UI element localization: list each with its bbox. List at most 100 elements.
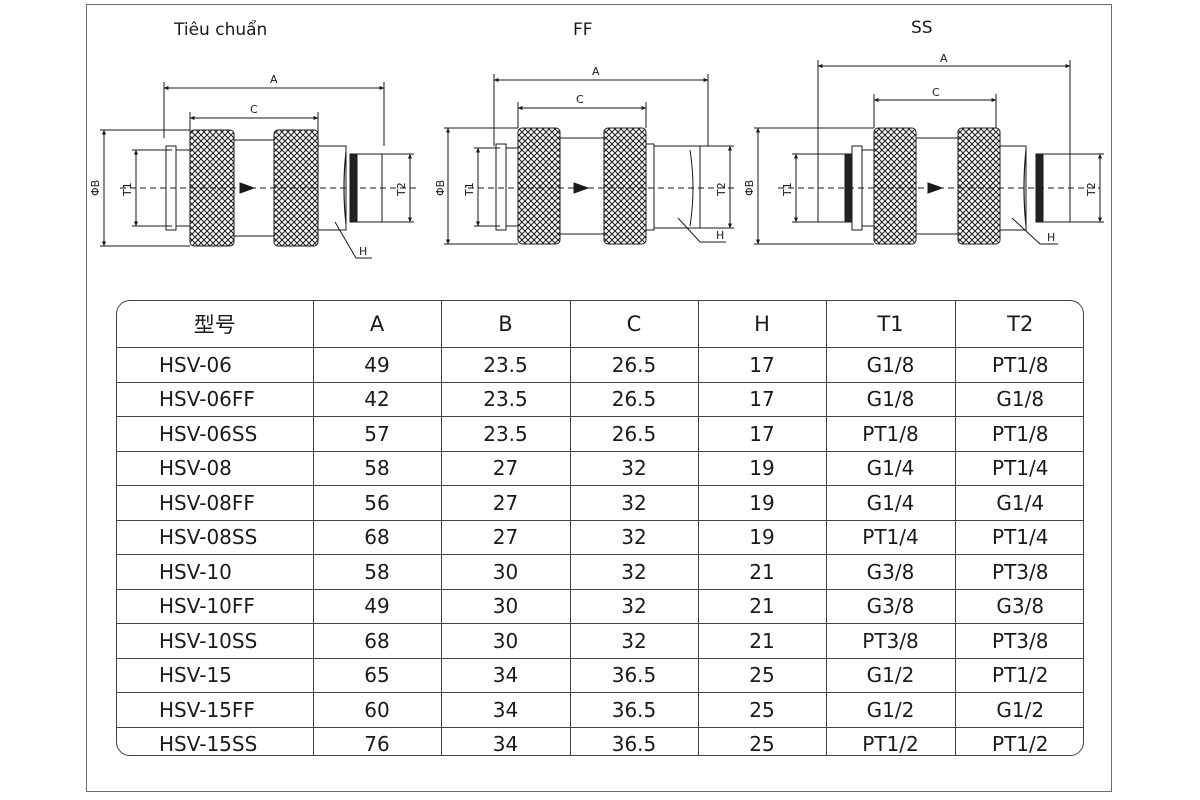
table-row: HSV-15 65 34 36.5 25 G1/2 PT1/2: [117, 657, 1083, 693]
table-header-row: 型号 A B C H T1 T2: [117, 301, 1083, 348]
cell-h: 17: [697, 416, 827, 452]
cell-model: HSV-06FF: [117, 381, 314, 417]
cell-t1: G1/2: [825, 657, 956, 693]
header-t2: T2: [954, 301, 1083, 348]
cell-h: 17: [697, 381, 827, 417]
cell-t1: G1/2: [825, 692, 956, 728]
dim-label-b-ss: ΦB: [743, 180, 756, 196]
cell-a: 42: [312, 381, 442, 417]
cell-b: 30: [440, 623, 571, 659]
cell-t2: PT1/2: [954, 657, 1083, 693]
cell-a: 57: [312, 416, 442, 452]
cell-b: 27: [440, 485, 571, 521]
dim-label-a-ff: A: [592, 65, 600, 78]
cell-a: 58: [312, 554, 442, 590]
cell-b: 27: [440, 450, 571, 486]
cell-a: 65: [312, 657, 442, 693]
cell-c: 32: [569, 485, 699, 521]
header-h: H: [697, 301, 827, 348]
variant-title-ff: FF: [573, 20, 593, 40]
cell-t1: PT1/8: [825, 416, 956, 452]
cell-h: 25: [697, 657, 827, 693]
cell-a: 58: [312, 450, 442, 486]
cell-h: 21: [697, 588, 827, 624]
cell-model: HSV-08: [117, 450, 314, 486]
cell-c: 36.5: [569, 657, 699, 693]
cell-b: 30: [440, 588, 571, 624]
dim-label-c-ss: C: [932, 86, 940, 99]
cell-t1: G3/8: [825, 554, 956, 590]
dim-label-c-ff: C: [576, 93, 584, 106]
cell-c: 32: [569, 623, 699, 659]
table-row: HSV-10 58 30 32 21 G3/8 PT3/8: [117, 554, 1083, 590]
cell-model: HSV-06SS: [117, 416, 314, 452]
cell-b: 23.5: [440, 416, 571, 452]
header-c: C: [569, 301, 699, 348]
dim-label-t2-ff: T2: [715, 182, 728, 197]
cell-model: HSV-10: [117, 554, 314, 590]
dim-label-t2: T2: [395, 182, 408, 197]
cell-c: 36.5: [569, 726, 699, 755]
dim-label-h-ff: H: [716, 229, 724, 242]
diagram-ss: [754, 60, 1104, 245]
valve-diagrams: A C ΦB T1 T2 H A C ΦB T1 T2 H: [89, 52, 1104, 259]
cell-b: 30: [440, 554, 571, 590]
cell-b: 34: [440, 692, 571, 728]
variant-title-standard: Tiêu chuẩn: [174, 20, 268, 40]
dim-label-t1-ss: T1: [781, 182, 794, 197]
dim-label-c: C: [250, 103, 258, 116]
cell-t2: G1/2: [954, 692, 1083, 728]
spec-table: 型号 A B C H T1 T2 HSV-06 49 23.5 26.5 17 G1/8 PT1/8 HS…: [116, 300, 1084, 756]
cell-c: 32: [569, 450, 699, 486]
dim-label-h: H: [359, 245, 367, 258]
cell-c: 32: [569, 554, 699, 590]
cell-t2: PT1/2: [954, 726, 1083, 755]
cell-b: 34: [440, 726, 571, 755]
cell-t1: G1/8: [825, 347, 956, 383]
dim-label-b: ΦB: [89, 180, 102, 196]
cell-model: HSV-15FF: [117, 692, 314, 728]
cell-c: 32: [569, 588, 699, 624]
cell-model: HSV-06: [117, 347, 314, 383]
cell-t1: G3/8: [825, 588, 956, 624]
table-row: HSV-08FF 56 27 32 19 G1/4 G1/4: [117, 485, 1083, 521]
table-row: HSV-08 58 27 32 19 G1/4 PT1/4: [117, 450, 1083, 486]
diagram-standard: [100, 82, 420, 259]
cell-b: 23.5: [440, 381, 571, 417]
variant-title-ss: SS: [911, 18, 933, 38]
table-row: HSV-08SS 68 27 32 19 PT1/4 PT1/4: [117, 519, 1083, 555]
cell-h: 25: [697, 726, 827, 755]
cell-h: 19: [697, 450, 827, 486]
cell-c: 26.5: [569, 347, 699, 383]
cell-model: HSV-08SS: [117, 519, 314, 555]
cell-c: 36.5: [569, 692, 699, 728]
cell-t2: PT1/4: [954, 519, 1083, 555]
cell-t1: G1/4: [825, 450, 956, 486]
table-row: HSV-06SS 57 23.5 26.5 17 PT1/8 PT1/8: [117, 416, 1083, 452]
dim-label-t2-ss: T2: [1085, 182, 1098, 197]
cell-t1: G1/4: [825, 485, 956, 521]
cell-t2: PT1/4: [954, 450, 1083, 486]
cell-t2: G3/8: [954, 588, 1083, 624]
cell-a: 76: [312, 726, 442, 755]
table-row: HSV-10FF 49 30 32 21 G3/8 G3/8: [117, 588, 1083, 624]
table-row: HSV-10SS 68 30 32 21 PT3/8 PT3/8: [117, 623, 1083, 659]
header-a: A: [312, 301, 442, 348]
cell-c: 26.5: [569, 381, 699, 417]
cell-h: 21: [697, 554, 827, 590]
cell-c: 26.5: [569, 416, 699, 452]
diagram-ff: [444, 74, 736, 245]
dim-label-h-ss: H: [1047, 231, 1055, 244]
cell-t2: PT3/8: [954, 554, 1083, 590]
cell-h: 25: [697, 692, 827, 728]
table-row: HSV-06 49 23.5 26.5 17 G1/8 PT1/8: [117, 347, 1083, 383]
cell-b: 23.5: [440, 347, 571, 383]
cell-model: HSV-10FF: [117, 588, 314, 624]
cell-t1: G1/8: [825, 381, 956, 417]
header-b: B: [440, 301, 571, 348]
table-row: HSV-15SS 76 34 36.5 25 PT1/2 PT1/2: [117, 726, 1083, 755]
cell-t1: PT3/8: [825, 623, 956, 659]
cell-a: 49: [312, 347, 442, 383]
cell-h: 19: [697, 485, 827, 521]
dim-label-b-ff: ΦB: [434, 180, 447, 196]
